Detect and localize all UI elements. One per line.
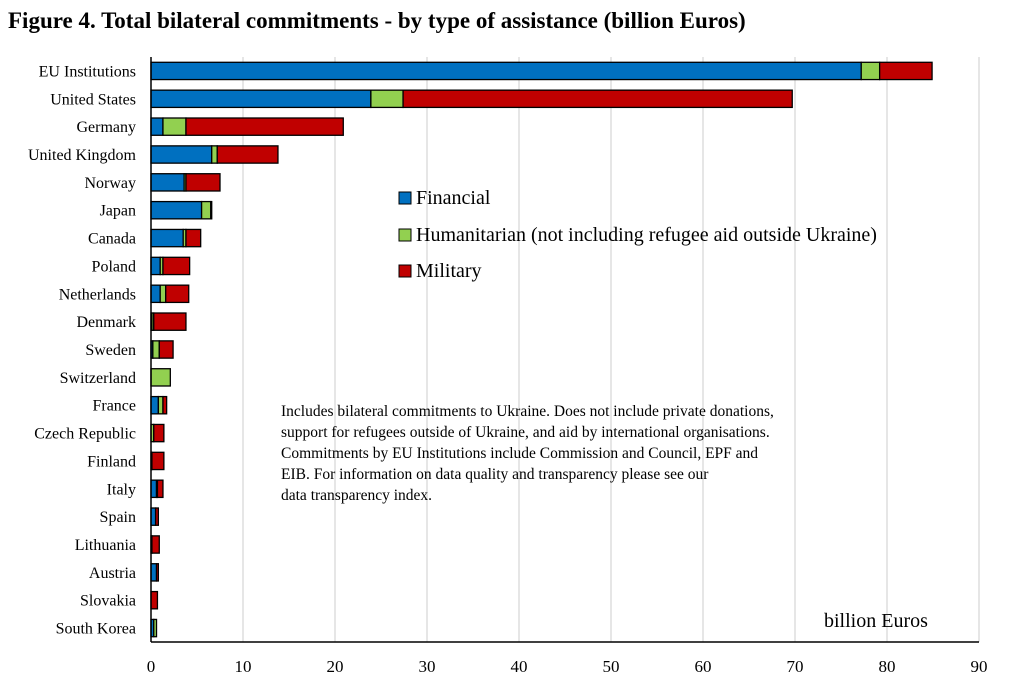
bar-segment-military — [153, 423, 165, 443]
bar-segment-military — [162, 256, 191, 276]
bar-segment-financial — [150, 117, 164, 136]
bar-segment-military — [156, 479, 164, 499]
bar-segment-humanitarian — [370, 89, 404, 109]
x-tick-label: 40 — [511, 657, 528, 676]
category-label: Poland — [92, 258, 136, 275]
category-label: Canada — [88, 231, 136, 248]
bar-segment-humanitarian — [153, 618, 158, 638]
legend-label: Financial — [416, 187, 491, 209]
legend: Financial Humanitarian (not including ref… — [398, 187, 877, 282]
bar-segment-financial — [150, 61, 862, 81]
bar-segment-financial — [150, 89, 372, 109]
category-label: Austria — [89, 565, 136, 582]
bar-segment-military — [185, 117, 344, 136]
bar-segment-military — [158, 340, 174, 359]
legend-label: Military — [416, 260, 482, 282]
bar-segment-humanitarian — [150, 368, 171, 387]
bar-segment-military — [151, 451, 165, 471]
bar-segment-military — [210, 200, 213, 220]
bar-segment-military — [185, 173, 221, 192]
category-label: United Kingdom — [28, 147, 137, 164]
bar-segment-financial — [150, 256, 161, 276]
bar-segment-military — [153, 312, 187, 331]
category-label: Sweden — [85, 342, 136, 359]
gridlines — [242, 57, 980, 642]
category-label: Spain — [100, 509, 136, 526]
category-label: Lithuania — [75, 537, 136, 554]
note-line: EIB. For information on data quality and… — [281, 466, 709, 483]
category-label: Norway — [84, 175, 136, 192]
x-tick-label: 90 — [971, 657, 988, 676]
chart-title: Figure 4. Total bilateral commitments - … — [8, 8, 746, 33]
x-tick-label: 10 — [235, 657, 252, 676]
bar-segment-financial — [150, 563, 158, 582]
bar-segment-financial — [150, 200, 203, 220]
bar-segment-humanitarian — [157, 395, 164, 415]
x-tick-label: 60 — [695, 657, 712, 676]
axes — [150, 57, 979, 643]
bar-segment-military — [162, 395, 168, 415]
bar-segment-humanitarian — [860, 61, 881, 81]
bar-segment-military — [216, 145, 279, 164]
bar-segment-financial — [150, 284, 161, 304]
category-label: Italy — [107, 481, 136, 498]
bar-segment-financial — [150, 395, 160, 415]
bar-segment-humanitarian — [200, 200, 212, 220]
bar-segment-military — [150, 590, 159, 610]
note-line: Commitments by EU Institutions include C… — [281, 445, 759, 462]
bar-segment-military — [402, 89, 793, 109]
legend-swatch-financial — [398, 191, 412, 205]
bar-segment-military — [151, 535, 160, 554]
bar-segment-humanitarian — [152, 340, 160, 359]
note-line: support for refugees outside of Ukraine,… — [281, 424, 770, 441]
bar-segment-humanitarian — [211, 145, 218, 164]
legend-label: Humanitarian (not including refugee aid … — [416, 224, 877, 246]
x-tick-label: 70 — [787, 657, 804, 676]
note-line: Includes bilateral commitments to Ukrain… — [281, 403, 774, 420]
category-label: South Korea — [56, 621, 136, 638]
bar-segment-military — [155, 563, 160, 582]
bar-segment-financial — [150, 145, 213, 164]
bar-segment-humanitarian — [159, 284, 167, 304]
x-tick-label: 30 — [419, 657, 436, 676]
chart-note: Includes bilateral commitments to Ukrain… — [281, 401, 901, 506]
category-label: Netherlands — [59, 286, 136, 303]
category-label: United States — [50, 91, 136, 108]
bar-segment-financial — [150, 173, 185, 192]
x-tick-label: 0 — [147, 657, 156, 676]
x-tick-label: 80 — [879, 657, 896, 676]
category-label: France — [92, 398, 136, 415]
category-label: Slovakia — [80, 593, 136, 610]
x-tick-label: 50 — [603, 657, 620, 676]
note-line: data transparency index. — [281, 487, 433, 504]
category-label: EU Institutions — [39, 63, 136, 80]
category-label: Finland — [87, 453, 136, 470]
category-label: Czech Republic — [34, 426, 136, 443]
legend-swatch-military — [398, 264, 412, 278]
legend-swatch-humanitarian — [398, 228, 412, 242]
bar-segment-humanitarian — [162, 117, 187, 136]
bar-segment-financial — [150, 479, 158, 499]
bars — [150, 61, 933, 638]
category-label: Switzerland — [60, 370, 136, 387]
bar-segment-military — [154, 507, 160, 526]
bar-segment-military — [165, 284, 190, 304]
x-tick-labels: 0 10 20 30 40 50 60 70 80 90 — [147, 657, 988, 676]
category-label: Denmark — [76, 314, 136, 331]
category-label: Japan — [100, 203, 136, 220]
category-labels: EU Institutions United States Germany Unite… — [28, 63, 137, 637]
bar-segment-financial — [150, 228, 184, 248]
bar-segment-military — [878, 61, 933, 81]
category-label: Germany — [76, 119, 136, 136]
x-tick-label: 20 — [327, 657, 344, 676]
bar-segment-military — [185, 228, 202, 248]
x-axis-unit-label: billion Euros — [824, 610, 928, 632]
